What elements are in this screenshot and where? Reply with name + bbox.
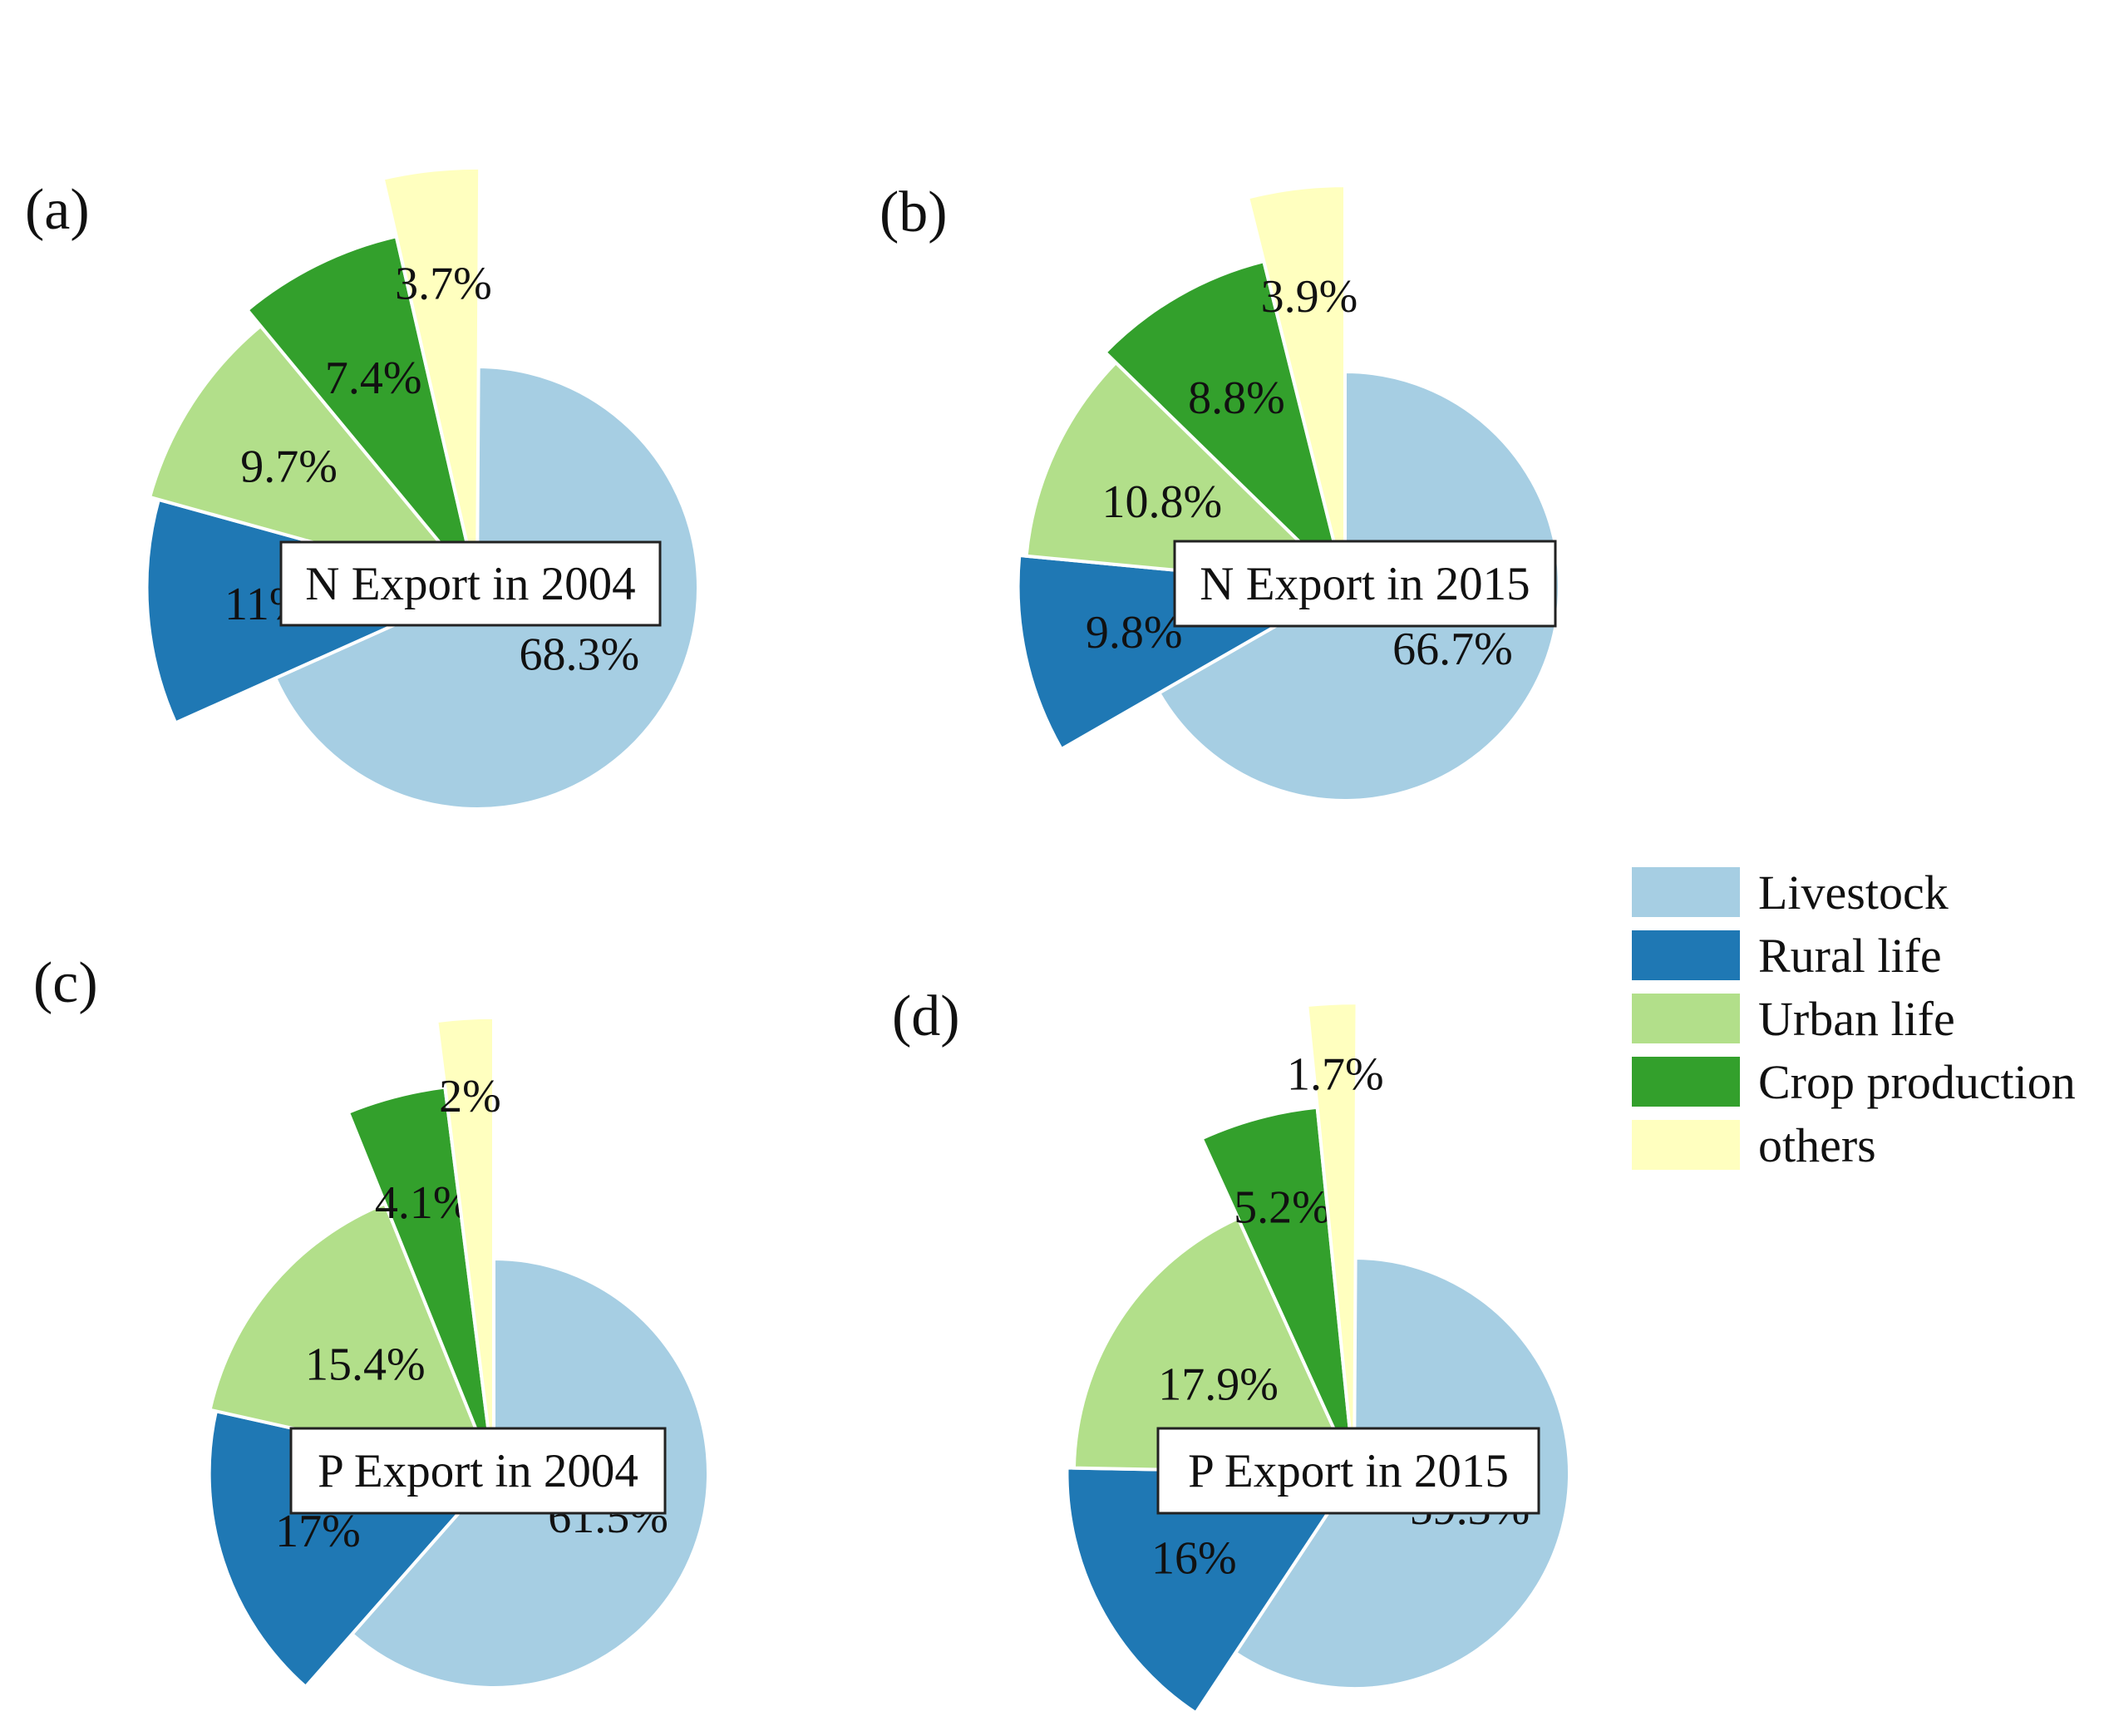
chart-title: P Export in 2004	[318, 1445, 638, 1497]
wedge-urban-life	[147, 323, 482, 591]
slice-label-others: 2%	[439, 1071, 501, 1122]
chart-title: N Export in 2015	[1200, 558, 1530, 610]
slice-label-crop-production: 5.2%	[1234, 1182, 1331, 1234]
wedge-urban-life	[1024, 360, 1350, 589]
wedge-others	[1245, 184, 1347, 587]
slice-label-crop-production: 8.8%	[1188, 372, 1285, 424]
slice-label-others: 1.7%	[1287, 1049, 1384, 1101]
legend-swatch	[1632, 1120, 1740, 1170]
chart-title-box	[279, 540, 662, 627]
wedge-crop-production	[1102, 259, 1348, 592]
chart-title-box	[289, 1427, 667, 1515]
chart-title: N Export in 2004	[305, 558, 635, 610]
slice-label-urban-life: 10.8%	[1101, 476, 1222, 528]
slice-label-livestock: 66.7%	[1392, 624, 1513, 675]
legend-swatch	[1632, 1057, 1740, 1107]
slice-label-livestock: 68.3%	[519, 629, 639, 681]
panel-letter: (c)	[33, 951, 98, 1015]
chart-title: P Export in 2015	[1188, 1445, 1509, 1497]
legend-item-others: others	[1632, 1118, 1876, 1172]
legend-item-livestock: Livestock	[1632, 866, 1949, 920]
wedge-others	[1305, 1001, 1359, 1474]
panel-letter: (b)	[880, 180, 948, 244]
pie-panel-1: 68.3%11%9.7%7.4%3.7%(a)N Export in 2004	[25, 165, 700, 811]
wedge-others	[435, 1015, 495, 1474]
legend-item-rural-life: Rural life	[1632, 929, 1942, 983]
pie-panel-3: 61.5%17%15.4%4.1%2%(c)P Export in 2004	[33, 951, 710, 1689]
pie-panels: 68.3%11%9.7%7.4%3.7%(a)N Export in 20046…	[25, 165, 1571, 1715]
legend-label: Livestock	[1758, 866, 1949, 920]
slice-label-crop-production: 4.1%	[375, 1177, 472, 1229]
slice-label-urban-life: 15.4%	[305, 1339, 426, 1391]
legend-label: others	[1758, 1118, 1876, 1172]
pie-panel-4: 59.3%16%17.9%5.2%1.7%(d)P Export in 2015	[892, 984, 1571, 1715]
wedge-rural-life	[1065, 1466, 1357, 1715]
legend-label: Urban life	[1758, 992, 1955, 1046]
wedge-urban-life	[208, 1201, 497, 1476]
slice-label-others: 3.7%	[395, 258, 492, 309]
legend-label: Rural life	[1758, 929, 1942, 983]
legend-swatch	[1632, 867, 1740, 917]
slice-label-rural-life: 9.8%	[1086, 607, 1183, 658]
panel-letter: (a)	[25, 178, 90, 242]
slice-label-others: 3.9%	[1261, 271, 1358, 323]
legend-item-urban-life: Urban life	[1632, 992, 1955, 1046]
slice-label-rural-life: 16%	[1151, 1532, 1237, 1584]
wedge-crop-production	[1200, 1105, 1356, 1474]
wedge-crop-production	[244, 234, 479, 589]
slice-label-crop-production: 7.4%	[325, 353, 422, 404]
legend-swatch	[1632, 930, 1740, 980]
pie-panel-2: 66.7% 9.8% 10.8% 8.8% 3.9% (b) N Export in 201…	[880, 180, 1561, 802]
chart-title-box	[1156, 1427, 1540, 1515]
slice-label-urban-life: 17.9%	[1158, 1359, 1279, 1411]
legend-label: Crop production	[1758, 1055, 2076, 1109]
panel-letter: (d)	[892, 984, 960, 1048]
chart-title-box	[1173, 540, 1557, 628]
wedge-others	[381, 165, 482, 589]
legend-swatch	[1632, 994, 1740, 1043]
wedge-urban-life	[1072, 1216, 1357, 1476]
legend: Livestock Rural life Urban life Crop produc…	[1632, 866, 2076, 1172]
legend-item-crop-production: Crop production	[1632, 1055, 2076, 1109]
slice-label-urban-life: 9.7%	[240, 441, 338, 492]
